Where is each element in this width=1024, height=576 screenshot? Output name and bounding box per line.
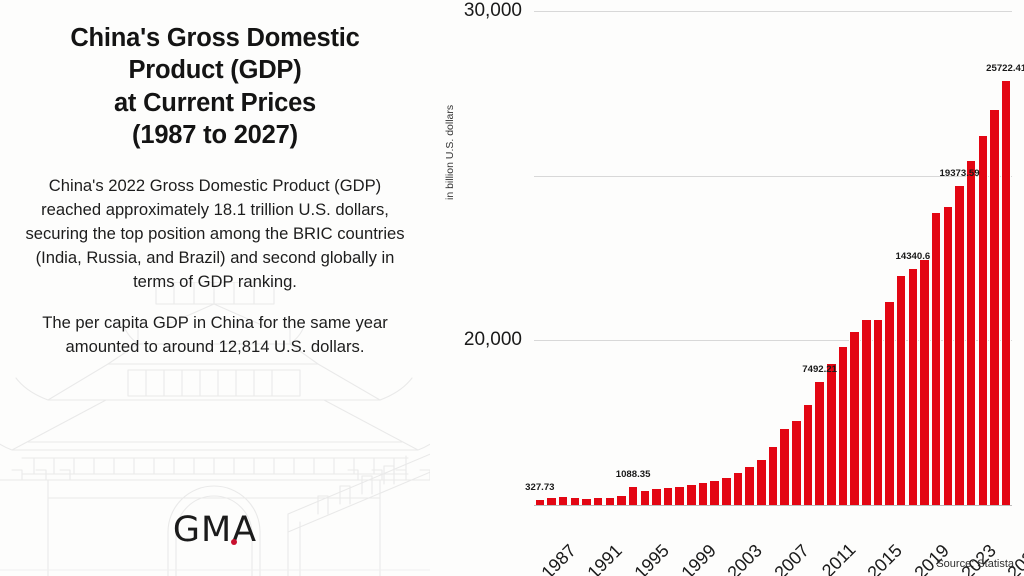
source-attribution: Source: Statista [936,558,1014,570]
bar-2018[interactable] [895,276,907,505]
y-tick-label-30000: 30,000 [463,0,522,21]
bar-2024[interactable] [965,160,977,505]
gma-logo: GMA [0,510,430,550]
bar-2002[interactable] [709,480,720,505]
bar-2021[interactable] [930,212,942,505]
bar-1987[interactable] [534,499,546,505]
bar-1995[interactable] [627,487,639,505]
bar-value-label-2027: 25722.41 [986,63,1024,75]
left-text-panel: China's Gross Domestic Product (GDP) at … [0,0,430,576]
bar-series: 327.73 1088.35 7492.21 14340.6 19373.59 25722… [525,11,1024,505]
bar-2007[interactable] [767,446,779,505]
x-tick-label-2011: 2011 [817,539,860,576]
bar-2017[interactable] [884,302,895,505]
x-tick-label-1995: 1995 [630,540,673,576]
paragraph-per-capita: The per capita GDP in China for the same… [42,312,388,356]
gridline-20000: 20,000 [464,175,1012,350]
bar-2027[interactable] [1000,81,1012,505]
bar-2012[interactable] [826,364,837,505]
bar-1991[interactable] [581,498,592,505]
bar-2004[interactable] [732,472,744,505]
bar-2025[interactable] [977,136,989,505]
x-tick-label-1987: 1987 [537,540,580,576]
bar-2022[interactable] [942,206,954,505]
bar-value-label-2023: 19373.59 [939,167,980,179]
bar-2020[interactable] [919,260,930,505]
plot-area: 0 10,000 20,000 30,000 327.73 1088.35 7492.21… [464,0,1024,506]
bar-1999[interactable] [674,487,685,505]
headline-line-4: (1987 to 2027) [132,121,298,150]
page-title: China's Gross Domestic Product (GDP) at … [18,22,412,152]
bar-1997[interactable] [651,489,662,505]
gridline-30000: 30,000 [464,0,1012,21]
y-axis-title: in billion U.S. dollars [444,104,456,200]
bar-2015[interactable] [861,320,872,505]
bar-value-label-2011: 7492.21 [802,363,837,375]
bar-2001[interactable] [697,482,709,505]
bar-2000[interactable] [686,485,697,505]
bar-1989[interactable] [557,497,569,505]
x-tick-label-2015: 2015 [863,540,907,576]
bar-2011[interactable] [814,381,825,505]
bar-2026[interactable] [989,109,1000,505]
gridline-10000: 10,000 [534,340,1012,342]
bar-1992[interactable] [592,497,604,505]
bar-2023[interactable] [954,185,965,505]
bar-1994[interactable] [616,495,627,505]
bar-1993[interactable] [604,497,616,505]
bar-1996[interactable] [639,490,650,505]
bar-1998[interactable] [662,488,674,505]
bar-2016[interactable] [872,320,884,505]
bar-value-label-1995: 1088.35 [615,469,651,481]
x-tick-label-2007: 2007 [770,540,813,576]
y-tick-label-20000: 20,000 [463,329,522,351]
bar-2010[interactable] [802,404,814,505]
headline-line-2: Product (GDP) [128,56,302,85]
x-tick-label-1999: 1999 [677,540,720,576]
gridline-0: 0 [534,505,1012,506]
x-tick-label-2003: 2003 [723,540,767,576]
headline-line-1: China's Gross Domestic [70,24,360,52]
logo-label: GMA [172,510,258,550]
bar-2006[interactable] [756,459,767,505]
bar-2013[interactable] [837,346,849,505]
bar-2005[interactable] [744,467,755,505]
bar-2003[interactable] [721,477,732,505]
bar-2019[interactable] [907,268,919,505]
x-tick-label-1991: 1991 [583,540,627,576]
logo-wordmark: GMA [173,510,257,550]
bar-value-label-1987: 327.73 [525,481,555,493]
headline-line-3: at Current Prices [113,88,317,117]
description-text: China's 2022 Gross Domestic Product (GDP… [22,174,408,359]
bar-2008[interactable] [779,429,790,505]
paragraph-gdp-summary: China's 2022 Gross Domestic Product (GDP… [25,175,405,291]
bar-2009[interactable] [791,421,802,505]
bar-value-label-2019: 14340.6 [895,250,931,262]
chart-panel: in billion U.S. dollars 0 10,000 20,000 30,… [430,0,1024,576]
bar-2014[interactable] [849,331,860,505]
bar-1990[interactable] [569,498,581,505]
bar-1988[interactable] [546,498,557,505]
